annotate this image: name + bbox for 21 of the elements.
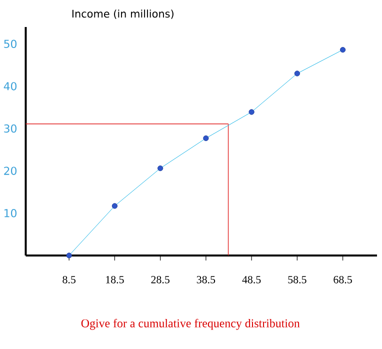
y-tick-label: 20 <box>4 166 16 175</box>
x-tick-label: 28.5 <box>151 276 170 284</box>
point <box>203 135 209 141</box>
y-tick-label: 50 <box>4 40 16 48</box>
y-axis-title: Income (in millions) <box>72 9 174 19</box>
point <box>248 109 254 115</box>
point <box>340 46 346 52</box>
x-tick-label: 48.5 <box>242 276 261 284</box>
x-tick-label: 8.5 <box>62 276 76 284</box>
x-tick-label: 58.5 <box>288 276 306 284</box>
y-tick-label: 10 <box>4 208 16 218</box>
y-tick-label: 30 <box>4 124 16 133</box>
text: Ogive for a cumulative frequency distribution <box>81 318 300 330</box>
point <box>66 252 72 258</box>
x-tick-label: 68.5 <box>334 276 352 284</box>
point <box>294 70 300 76</box>
x-tick-label: 18.5 <box>106 276 124 284</box>
y-tick-label: 40 <box>4 82 16 90</box>
x-tick-label: 38.5 <box>196 276 216 284</box>
point <box>157 165 164 171</box>
point <box>112 202 118 209</box>
